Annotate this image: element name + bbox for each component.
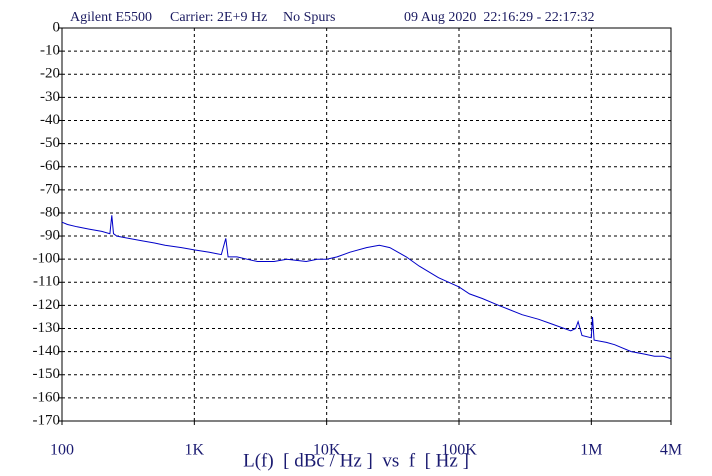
y-tick-label: -50 — [40, 135, 60, 151]
y-tick-label: -130 — [33, 320, 61, 336]
y-tick-label: -20 — [40, 66, 60, 82]
x-tick-label: 100 — [50, 442, 74, 459]
x-tick-label: 1K — [185, 442, 205, 459]
x-tick-label: 10K — [313, 442, 341, 459]
y-tick-label: -100 — [33, 251, 61, 267]
y-tick-label: -80 — [40, 204, 60, 220]
header-spurs: No Spurs — [283, 10, 336, 25]
y-tick-label: -150 — [33, 366, 61, 382]
y-tick-label: -160 — [33, 389, 61, 405]
header-title: Agilent E5500 — [70, 10, 152, 25]
header-date: 09 Aug 2020 22:16:29 - 22:17:32 — [404, 10, 595, 25]
y-tick-label: -120 — [33, 297, 61, 313]
x-tick-label: 1M — [580, 442, 602, 459]
y-tick-label: -40 — [40, 112, 60, 128]
y-tick-label: -110 — [33, 274, 60, 290]
y-tick-label: -60 — [40, 158, 60, 174]
trace — [61, 215, 672, 360]
y-tick-label: -70 — [40, 181, 60, 197]
y-tick-label: 0 — [53, 19, 61, 35]
y-tick-label: -90 — [40, 227, 60, 243]
y-tick-label: -170 — [33, 412, 61, 428]
x-axis-label: L(f) [ dBc / Hz ] vs f [ Hz ] — [243, 450, 469, 471]
y-tick-label: -10 — [40, 43, 60, 59]
header-carrier: Carrier: 2E+9 Hz — [170, 10, 267, 25]
x-tick-label: 100K — [441, 442, 477, 459]
y-tick-label: -140 — [33, 343, 61, 359]
y-tick-label: -30 — [40, 89, 60, 105]
x-tick-label: 4M — [660, 442, 682, 459]
plot-frame — [61, 27, 672, 422]
